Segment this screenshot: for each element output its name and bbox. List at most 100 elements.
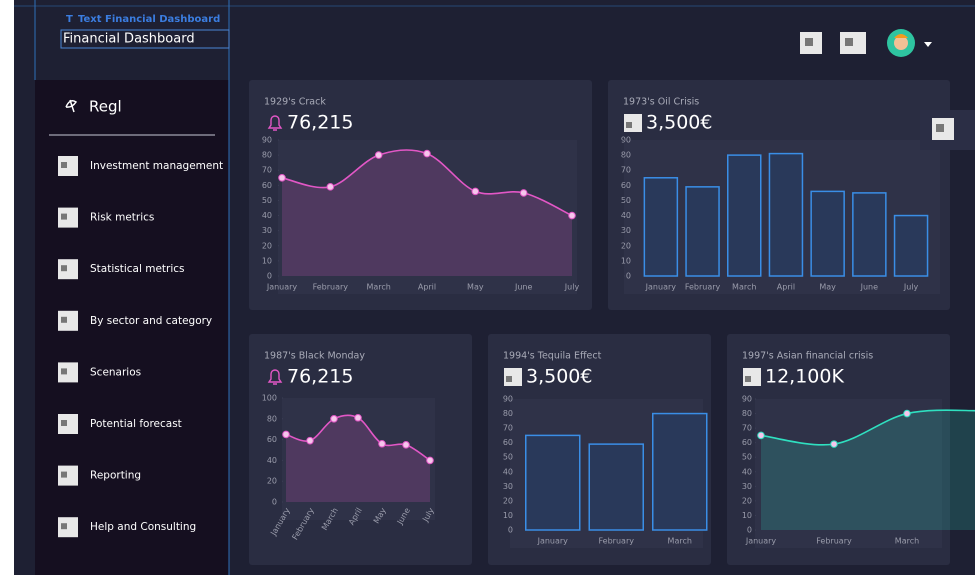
x-tick-label: February: [685, 283, 721, 292]
y-tick-label: 50: [621, 196, 631, 205]
x-tick-label: January: [745, 537, 777, 546]
x-tick-label: February: [599, 537, 635, 546]
x-tick-label: May: [467, 283, 484, 292]
y-tick-label: 60: [262, 181, 272, 190]
card-title: 1929's Crack: [264, 97, 326, 108]
bell-icon: [267, 369, 283, 385]
card-title: 1973's Oil Crisis: [623, 97, 699, 108]
menu-item[interactable]: Reporting: [58, 465, 141, 486]
icon[interactable]: [840, 32, 866, 54]
menu-icon-detail: [61, 162, 67, 168]
y-tick-label: 70: [503, 424, 513, 433]
menu-item[interactable]: By sector and category: [58, 310, 212, 331]
bar: [768, 152, 804, 277]
y-tick-label: 20: [262, 241, 272, 250]
menu-label: Potential forecast: [90, 418, 182, 430]
menu-item[interactable]: Statistical metrics: [58, 259, 185, 280]
menu-icon: [58, 465, 78, 486]
point: [402, 441, 410, 449]
y-tick-label: 0: [272, 498, 277, 507]
point: [354, 413, 362, 422]
menu-icon-detail: [61, 213, 67, 220]
menu-icon-detail: [61, 523, 67, 530]
x-tick-label: June: [860, 283, 879, 292]
point: [326, 183, 335, 191]
y-tick-label: 70: [262, 166, 272, 175]
kpi-value: 76,215: [287, 112, 353, 134]
caret[interactable]: [924, 42, 932, 47]
chart-card: 1929's Crack 76,215 0 10 20 30 40 50 60 70 80 90 Jan…: [249, 80, 592, 310]
y-tick-label: 80: [621, 151, 631, 160]
x-tick-label: March: [366, 283, 390, 292]
bar: [525, 434, 581, 531]
menu-icon-detail: [61, 265, 67, 272]
y-tick-label: 100: [262, 394, 277, 403]
x-tick-label: April: [418, 283, 436, 292]
point: [568, 211, 576, 220]
y-tick-label: 10: [621, 256, 631, 265]
y-tick-label: 40: [262, 211, 272, 220]
x-tick-label: July: [903, 283, 919, 292]
menu-item[interactable]: Investment management: [58, 156, 223, 176]
chart-card: 1987's Black Monday76,215020406080100Jan…: [249, 334, 472, 565]
y-tick-label: 90: [742, 395, 752, 404]
point: [471, 187, 480, 196]
y-tick-label: 70: [742, 424, 752, 433]
x-tick-label: July: [564, 283, 580, 292]
kpi-value: 3,500€: [526, 366, 592, 388]
card-title: 1997's Asian financial crisis: [742, 351, 873, 362]
brand: Regl: [89, 98, 122, 116]
line: [760, 409, 975, 446]
bar: [727, 154, 762, 277]
chart-card: 1973's Oil Crisis 3,500€ 0 10 20 30 40 50 60 70 80…: [608, 80, 950, 310]
menu-label: Investment management: [90, 160, 223, 172]
y-tick-label: 40: [742, 467, 752, 476]
x-tick-label: March: [895, 537, 919, 546]
menu-item[interactable]: Risk metrics: [58, 207, 154, 228]
point: [374, 151, 383, 159]
bar: [852, 192, 887, 277]
bar: [588, 443, 644, 531]
bar: [643, 177, 679, 277]
point: [426, 456, 434, 465]
kpi-value: 76,215: [287, 366, 353, 388]
t-icon: T: [66, 14, 73, 25]
card-title: 1994's Tequila Effect: [503, 351, 602, 362]
title-box[interactable]: [60, 29, 230, 49]
menu-label: Risk metrics: [90, 212, 154, 224]
y-tick-label: 20: [742, 496, 752, 505]
y-tick-label: 40: [503, 467, 513, 476]
icon[interactable]: [800, 32, 822, 54]
y-tick-label: 0: [747, 526, 752, 535]
menu-label: Scenarios: [90, 366, 141, 378]
y-tick-label: 50: [262, 196, 272, 205]
x-tick-label: January: [537, 537, 569, 546]
point: [903, 409, 911, 418]
y-tick-label: 60: [621, 181, 631, 190]
menu-item[interactable]: Potential forecast: [58, 414, 182, 434]
y-tick-label: 90: [503, 395, 513, 404]
card-title: 1987's Black Monday: [264, 351, 365, 362]
point: [278, 173, 286, 182]
icon[interactable]: [932, 118, 954, 140]
menu-item[interactable]: Scenarios: [58, 362, 141, 383]
menu-item[interactable]: Help and Consulting: [58, 517, 196, 538]
x-tick-label: June: [514, 283, 533, 292]
y-tick-label: 30: [262, 226, 272, 235]
menu-label: Reporting: [90, 470, 141, 482]
avatar-face: [894, 36, 908, 50]
menu-icon-detail: [61, 471, 67, 478]
chart-card: 1997's Asian financial crisis 12,100K 0 10 2…: [727, 334, 975, 565]
menu-label: Help and Consulting: [90, 521, 196, 533]
y-tick-label: 10: [503, 511, 513, 520]
menu-icon-detail: [61, 316, 67, 323]
point: [282, 430, 290, 439]
point: [830, 440, 838, 448]
field-label: Text Financial Dashboard: [78, 14, 220, 25]
bar: [652, 412, 708, 531]
point: [378, 439, 386, 448]
point: [330, 415, 338, 423]
plot-area: [755, 399, 942, 548]
avatar-hat: [894, 34, 908, 38]
y-tick-label: 10: [262, 256, 272, 265]
